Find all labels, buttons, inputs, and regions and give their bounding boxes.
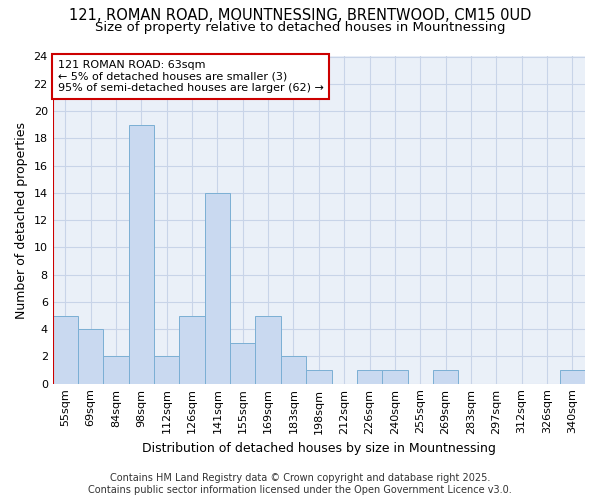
Bar (560, 370, 585, 384)
Y-axis label: Number of detached properties: Number of detached properties (15, 122, 28, 318)
Bar (281, 356, 306, 384)
Text: 121, ROMAN ROAD, MOUNTNESSING, BRENTWOOD, CM15 0UD: 121, ROMAN ROAD, MOUNTNESSING, BRENTWOOD… (69, 8, 531, 22)
Text: Contains HM Land Registry data © Crown copyright and database right 2025.
Contai: Contains HM Land Registry data © Crown c… (88, 474, 512, 495)
Bar (382, 370, 407, 384)
Bar (53, 316, 78, 384)
Bar (78, 329, 103, 384)
Bar (103, 356, 129, 384)
Bar (306, 370, 332, 384)
Bar (179, 316, 205, 384)
X-axis label: Distribution of detached houses by size in Mountnessing: Distribution of detached houses by size … (142, 442, 496, 455)
Text: 121 ROMAN ROAD: 63sqm
← 5% of detached houses are smaller (3)
95% of semi-detach: 121 ROMAN ROAD: 63sqm ← 5% of detached h… (58, 60, 324, 93)
Bar (205, 193, 230, 384)
Text: Size of property relative to detached houses in Mountnessing: Size of property relative to detached ho… (95, 21, 505, 34)
Bar (230, 343, 256, 384)
Bar (154, 356, 179, 384)
Bar (357, 370, 382, 384)
Bar (256, 316, 281, 384)
Bar (129, 124, 154, 384)
Bar (433, 370, 458, 384)
